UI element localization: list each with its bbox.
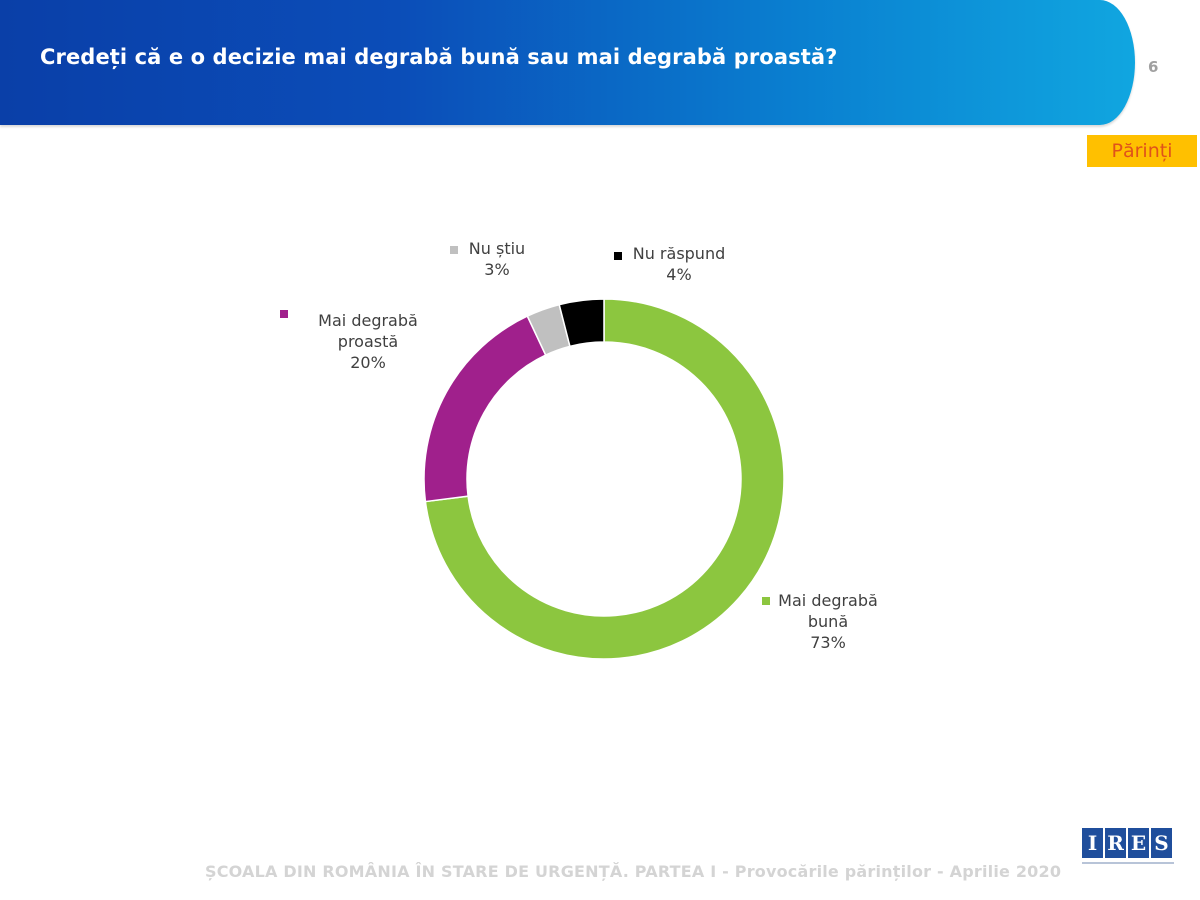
legend-marker [450, 246, 458, 254]
footer-text: ȘCOALA DIN ROMÂNIA ÎN STARE DE URGENȚĂ. … [205, 862, 1062, 881]
logo-tagline [1082, 862, 1174, 864]
data-label-value: 4% [666, 265, 691, 284]
data-label-value: 73% [810, 633, 846, 652]
logo-letter: E [1128, 828, 1149, 858]
data-label-value: 20% [350, 353, 386, 372]
legend-marker [762, 597, 770, 605]
donut-slice-mai-degrab-bun- [424, 298, 785, 660]
logo-letter: S [1151, 828, 1172, 858]
donut-slice-mai-degrab-proast- [423, 315, 547, 503]
header-band [0, 0, 1135, 125]
data-label-category: Nu răspund [633, 244, 726, 263]
data-label-value: 3% [484, 260, 509, 279]
ires-logo: I R E S [1082, 828, 1172, 858]
page-title: Credeți că e o decizie mai degrabă bună … [40, 45, 838, 69]
segment-badge: Părinți [1087, 135, 1197, 167]
data-label-category: Mai degrabă [778, 591, 878, 610]
page-number: 6 [1148, 58, 1159, 76]
data-label-category: bună [808, 612, 848, 631]
legend-marker [614, 252, 622, 260]
data-label-category: proastă [338, 332, 398, 351]
data-label-category: Mai degrabă [318, 311, 418, 330]
logo-letter: R [1105, 828, 1126, 858]
legend-marker [280, 310, 288, 318]
logo-letter: I [1082, 828, 1103, 858]
data-label-category: Nu știu [469, 239, 525, 258]
donut-slice-nu-r-spund [558, 298, 605, 348]
